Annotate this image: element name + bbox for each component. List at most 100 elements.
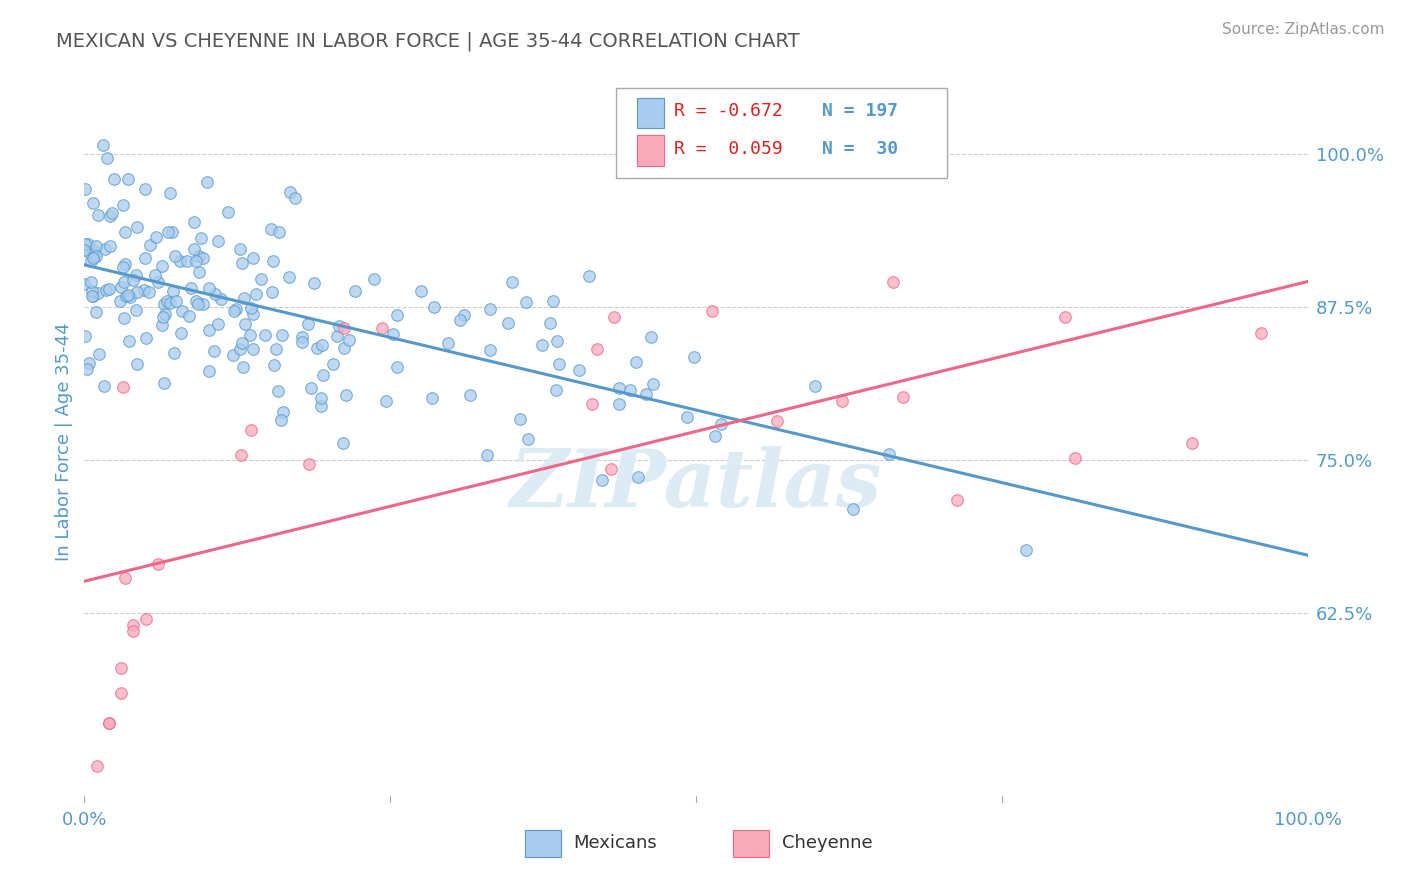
Point xyxy=(297,317,319,331)
Point xyxy=(82,289,104,303)
Point xyxy=(166,294,188,309)
Point xyxy=(145,230,167,244)
Point xyxy=(640,330,662,344)
Point xyxy=(114,571,136,585)
Point xyxy=(245,287,267,301)
Point xyxy=(260,222,283,236)
Point xyxy=(110,661,132,675)
Point xyxy=(291,330,314,344)
Point xyxy=(291,334,314,349)
Point xyxy=(118,334,141,348)
Point xyxy=(187,297,209,311)
Point xyxy=(125,303,148,318)
Point xyxy=(134,251,156,265)
Point xyxy=(232,360,254,375)
Point xyxy=(479,301,502,316)
Point xyxy=(260,285,283,300)
Point xyxy=(146,275,169,289)
Point xyxy=(135,330,157,344)
Point xyxy=(375,393,398,408)
Point xyxy=(180,281,202,295)
Point xyxy=(250,272,273,286)
FancyBboxPatch shape xyxy=(637,136,664,166)
Point xyxy=(114,225,136,239)
Point xyxy=(515,294,537,309)
Point xyxy=(159,296,181,310)
Point xyxy=(73,328,96,343)
Point xyxy=(1053,310,1076,325)
Point xyxy=(1250,326,1272,340)
Point xyxy=(270,327,292,342)
Text: Mexicans: Mexicans xyxy=(574,834,658,852)
Point xyxy=(676,410,699,425)
Point xyxy=(97,716,120,731)
Point xyxy=(150,260,173,274)
Y-axis label: In Labor Force | Age 35-44: In Labor Force | Age 35-44 xyxy=(55,322,73,561)
Point xyxy=(363,272,385,286)
Point xyxy=(209,292,232,306)
Point xyxy=(122,272,145,286)
Point xyxy=(112,310,135,325)
Point xyxy=(683,350,706,364)
Point xyxy=(267,384,290,399)
Point xyxy=(217,205,239,219)
Point xyxy=(202,344,225,359)
Point xyxy=(117,288,139,302)
Point xyxy=(307,341,329,355)
Point xyxy=(83,250,105,264)
Point xyxy=(704,429,727,443)
Point xyxy=(1181,436,1204,450)
Point xyxy=(94,283,117,297)
Point xyxy=(84,239,107,253)
Point xyxy=(449,313,471,327)
Point xyxy=(626,355,648,369)
Point xyxy=(77,356,100,370)
Point xyxy=(309,391,332,405)
Point xyxy=(80,284,103,298)
Point xyxy=(264,342,287,356)
Point xyxy=(882,275,904,289)
Point xyxy=(765,414,787,428)
Point xyxy=(420,391,443,405)
Point xyxy=(146,557,169,571)
Point xyxy=(186,293,208,308)
Point xyxy=(239,301,262,315)
Point xyxy=(299,381,322,395)
Point xyxy=(82,243,104,257)
Point xyxy=(263,358,285,372)
Point xyxy=(204,287,226,301)
Point xyxy=(233,317,256,331)
Point xyxy=(232,291,254,305)
Point xyxy=(114,257,136,271)
Point xyxy=(371,321,394,335)
Text: R =  0.059: R = 0.059 xyxy=(673,140,783,158)
Point xyxy=(73,277,96,291)
Point xyxy=(97,281,120,295)
Point xyxy=(382,326,405,341)
Point xyxy=(312,368,335,383)
Point xyxy=(229,342,252,356)
Point xyxy=(326,328,349,343)
FancyBboxPatch shape xyxy=(733,830,769,857)
Point xyxy=(328,318,350,333)
Point xyxy=(284,190,307,204)
Text: ZIPatlas: ZIPatlas xyxy=(510,446,882,524)
Point xyxy=(157,225,180,239)
Point xyxy=(96,151,118,165)
Point xyxy=(207,318,229,332)
Point xyxy=(156,293,179,308)
Text: N = 197: N = 197 xyxy=(823,103,898,120)
Point xyxy=(517,432,540,446)
Point xyxy=(240,423,263,437)
Point xyxy=(108,294,131,309)
Point xyxy=(118,289,141,303)
FancyBboxPatch shape xyxy=(637,97,664,128)
Point xyxy=(337,333,360,347)
FancyBboxPatch shape xyxy=(524,830,561,857)
Point xyxy=(263,253,285,268)
Point xyxy=(98,239,121,253)
Point xyxy=(110,279,132,293)
Point xyxy=(842,502,865,516)
Point xyxy=(125,268,148,282)
Point xyxy=(79,253,101,268)
